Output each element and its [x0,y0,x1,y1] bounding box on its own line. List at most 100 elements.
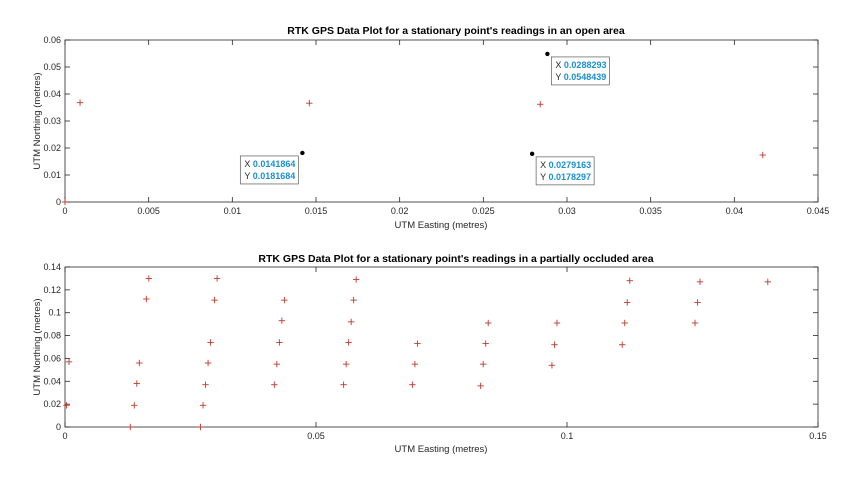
occluded-area-plot-point [213,275,221,282]
occluded-area-plot-point [136,359,143,367]
open-area-plot-points [61,99,766,206]
occluded-area-plot-point [340,381,347,388]
occluded-area-plot-point [626,277,633,284]
occluded-area-plot-point [479,360,487,368]
open-area-plot-point [759,151,766,159]
open-area-plot-xtick-label: 0.025 [472,206,495,216]
open-area-plot-ytick-label: 0.05 [43,62,61,72]
occluded-area-plot-point [197,423,204,431]
open-area-plot-xlabel: UTM Easting (metres) [395,220,488,231]
open-area-plot-xtick-label: 0 [62,206,67,216]
datatip-marker[interactable] [300,150,305,156]
open-area-plot-ytick-label: 0.02 [43,143,61,153]
occluded-area-plot-point [694,299,701,306]
occluded-area-plot-point [691,319,699,327]
occluded-area-plot-xtick-label: 0.1 [561,431,574,441]
datatip-marker[interactable] [529,151,535,157]
occluded-area-plot-xlabel: UTM Easting (metres) [395,444,488,455]
open-area-plot-point [306,99,313,107]
occluded-area-plot-point [207,339,214,346]
occluded-area-plot-point [409,381,416,388]
datatip-box [239,155,299,185]
datatip-x-line: X 0.0279163 [540,160,591,170]
open-area-plot-xtick-label: 0.01 [224,206,242,216]
occluded-area-plot-point [482,340,489,347]
occluded-area-plot-point [131,402,138,409]
occluded-area-plot-point [624,299,631,306]
occluded-area-plot-point [281,296,288,304]
open-area-plot-datatip[interactable]: X 0.0141864 Y 0.0181684 [239,150,305,185]
occluded-area-plot-point [553,319,561,327]
occluded-area-plot-point [133,380,140,387]
occluded-area-plot-ytick-label: 0.04 [43,376,61,386]
occluded-area-plot-xtick-label: 0.05 [307,431,325,441]
open-area-plot-point [76,99,84,106]
occluded-area-plot: RTK GPS Data Plot for a stationary point… [32,253,827,455]
occluded-area-plot-ticks: 0 0.05 0.1 0.15 0 0.02 0.04 0.06 0.08 0.1 0.12 0.14 [43,262,826,441]
occluded-area-plot-ytick-label: 0 [56,422,61,432]
occluded-area-plot-point [143,295,150,303]
occluded-area-plot-point [145,275,153,282]
open-area-plot-ytick-label: 0.04 [43,89,61,99]
open-area-plot-xtick-label: 0.02 [391,206,409,216]
occluded-area-plot-title: RTK GPS Data Plot for a stationary point… [258,253,653,265]
occluded-area-plot-ytick-label: 0.02 [43,399,61,409]
occluded-area-plot-point [345,339,352,346]
datatip-y-line: Y 0.0548439 [555,72,606,82]
occluded-area-plot-point [548,362,556,369]
occluded-area-plot-point [350,296,357,304]
occluded-area-plot-point [278,317,286,324]
occluded-area-plot-ytick-label: 0.12 [43,285,61,295]
open-area-plot-ytick-label: 0 [56,197,61,207]
occluded-area-plot-point [764,278,771,286]
occluded-area-plot-point [477,382,484,390]
occluded-area-plot-axes-box [64,266,819,428]
datatip-box [551,56,610,86]
occluded-area-plot-point [484,319,492,327]
open-area-plot-point [61,198,69,206]
open-area-plot: RTK GPS Data Plot for a stationary point… [32,25,829,231]
open-area-plot-point [537,101,544,108]
open-area-plot-xtick-label: 0.035 [639,206,662,216]
occluded-area-plot-point [271,381,278,388]
open-area-plot-datatip[interactable]: X 0.0288293 Y 0.0548439 [545,51,610,86]
occluded-area-plot-point [204,359,212,367]
occluded-area-plot-ytick-label: 0.06 [43,353,61,363]
open-area-plot-ytick-label: 0.03 [43,116,61,126]
occluded-area-plot-ytick-label: 0.14 [43,262,61,272]
occluded-area-plot-ytick-label: 0.08 [43,331,61,341]
open-area-plot-xtick-label: 0.015 [305,206,328,216]
datatip-x-line: X 0.0141864 [244,159,295,169]
occluded-area-plot-point [211,296,218,304]
open-area-plot-ylabel: UTM Northing (metres) [32,72,43,169]
occluded-area-plot-xtick-label: 0 [62,431,67,441]
occluded-area-plot-point [551,341,558,348]
open-area-plot-ytick-label: 0.01 [43,170,61,180]
occluded-area-plot-point [619,341,626,348]
occluded-area-plot-point [127,423,134,431]
open-area-plot-datatip[interactable]: X 0.0279163 Y 0.0178297 [529,151,595,186]
occluded-area-plot-point [202,381,209,388]
occluded-area-plot-point [342,360,350,368]
open-area-plot-xtick-label: 0.005 [137,206,160,216]
occluded-area-plot-point [352,276,360,283]
open-area-plot-ticks: 0 0.005 0.01 0.015 0.02 0.025 0.03 0.035 0.04 0.0… [43,35,829,216]
open-area-plot-xtick-label: 0.045 [807,206,830,216]
open-area-plot-xtick-label: 0.04 [726,206,744,216]
occluded-area-plot-point [273,360,281,368]
occluded-area-plot-point [414,340,421,347]
datatip-y-line: Y 0.0178297 [540,172,591,182]
open-area-plot-xtick-label: 0.03 [558,206,576,216]
occluded-area-plot-xtick-label: 0.15 [809,431,827,441]
datatip-y-line: Y 0.0181684 [244,171,295,181]
open-area-plot-datatips: X 0.0141864 Y 0.0181684 X 0.0279163 Y 0.017… [239,51,610,186]
occluded-area-plot-point [199,402,207,409]
datatip-marker[interactable] [545,51,550,57]
occluded-area-plot-point [696,278,704,286]
occluded-area-plot-point [347,318,355,326]
open-area-plot-title: RTK GPS Data Plot for a stationary point… [287,25,625,37]
occluded-area-plot-point [63,402,70,409]
occluded-area-plot-points [63,275,771,431]
occluded-area-plot-point [276,339,283,346]
